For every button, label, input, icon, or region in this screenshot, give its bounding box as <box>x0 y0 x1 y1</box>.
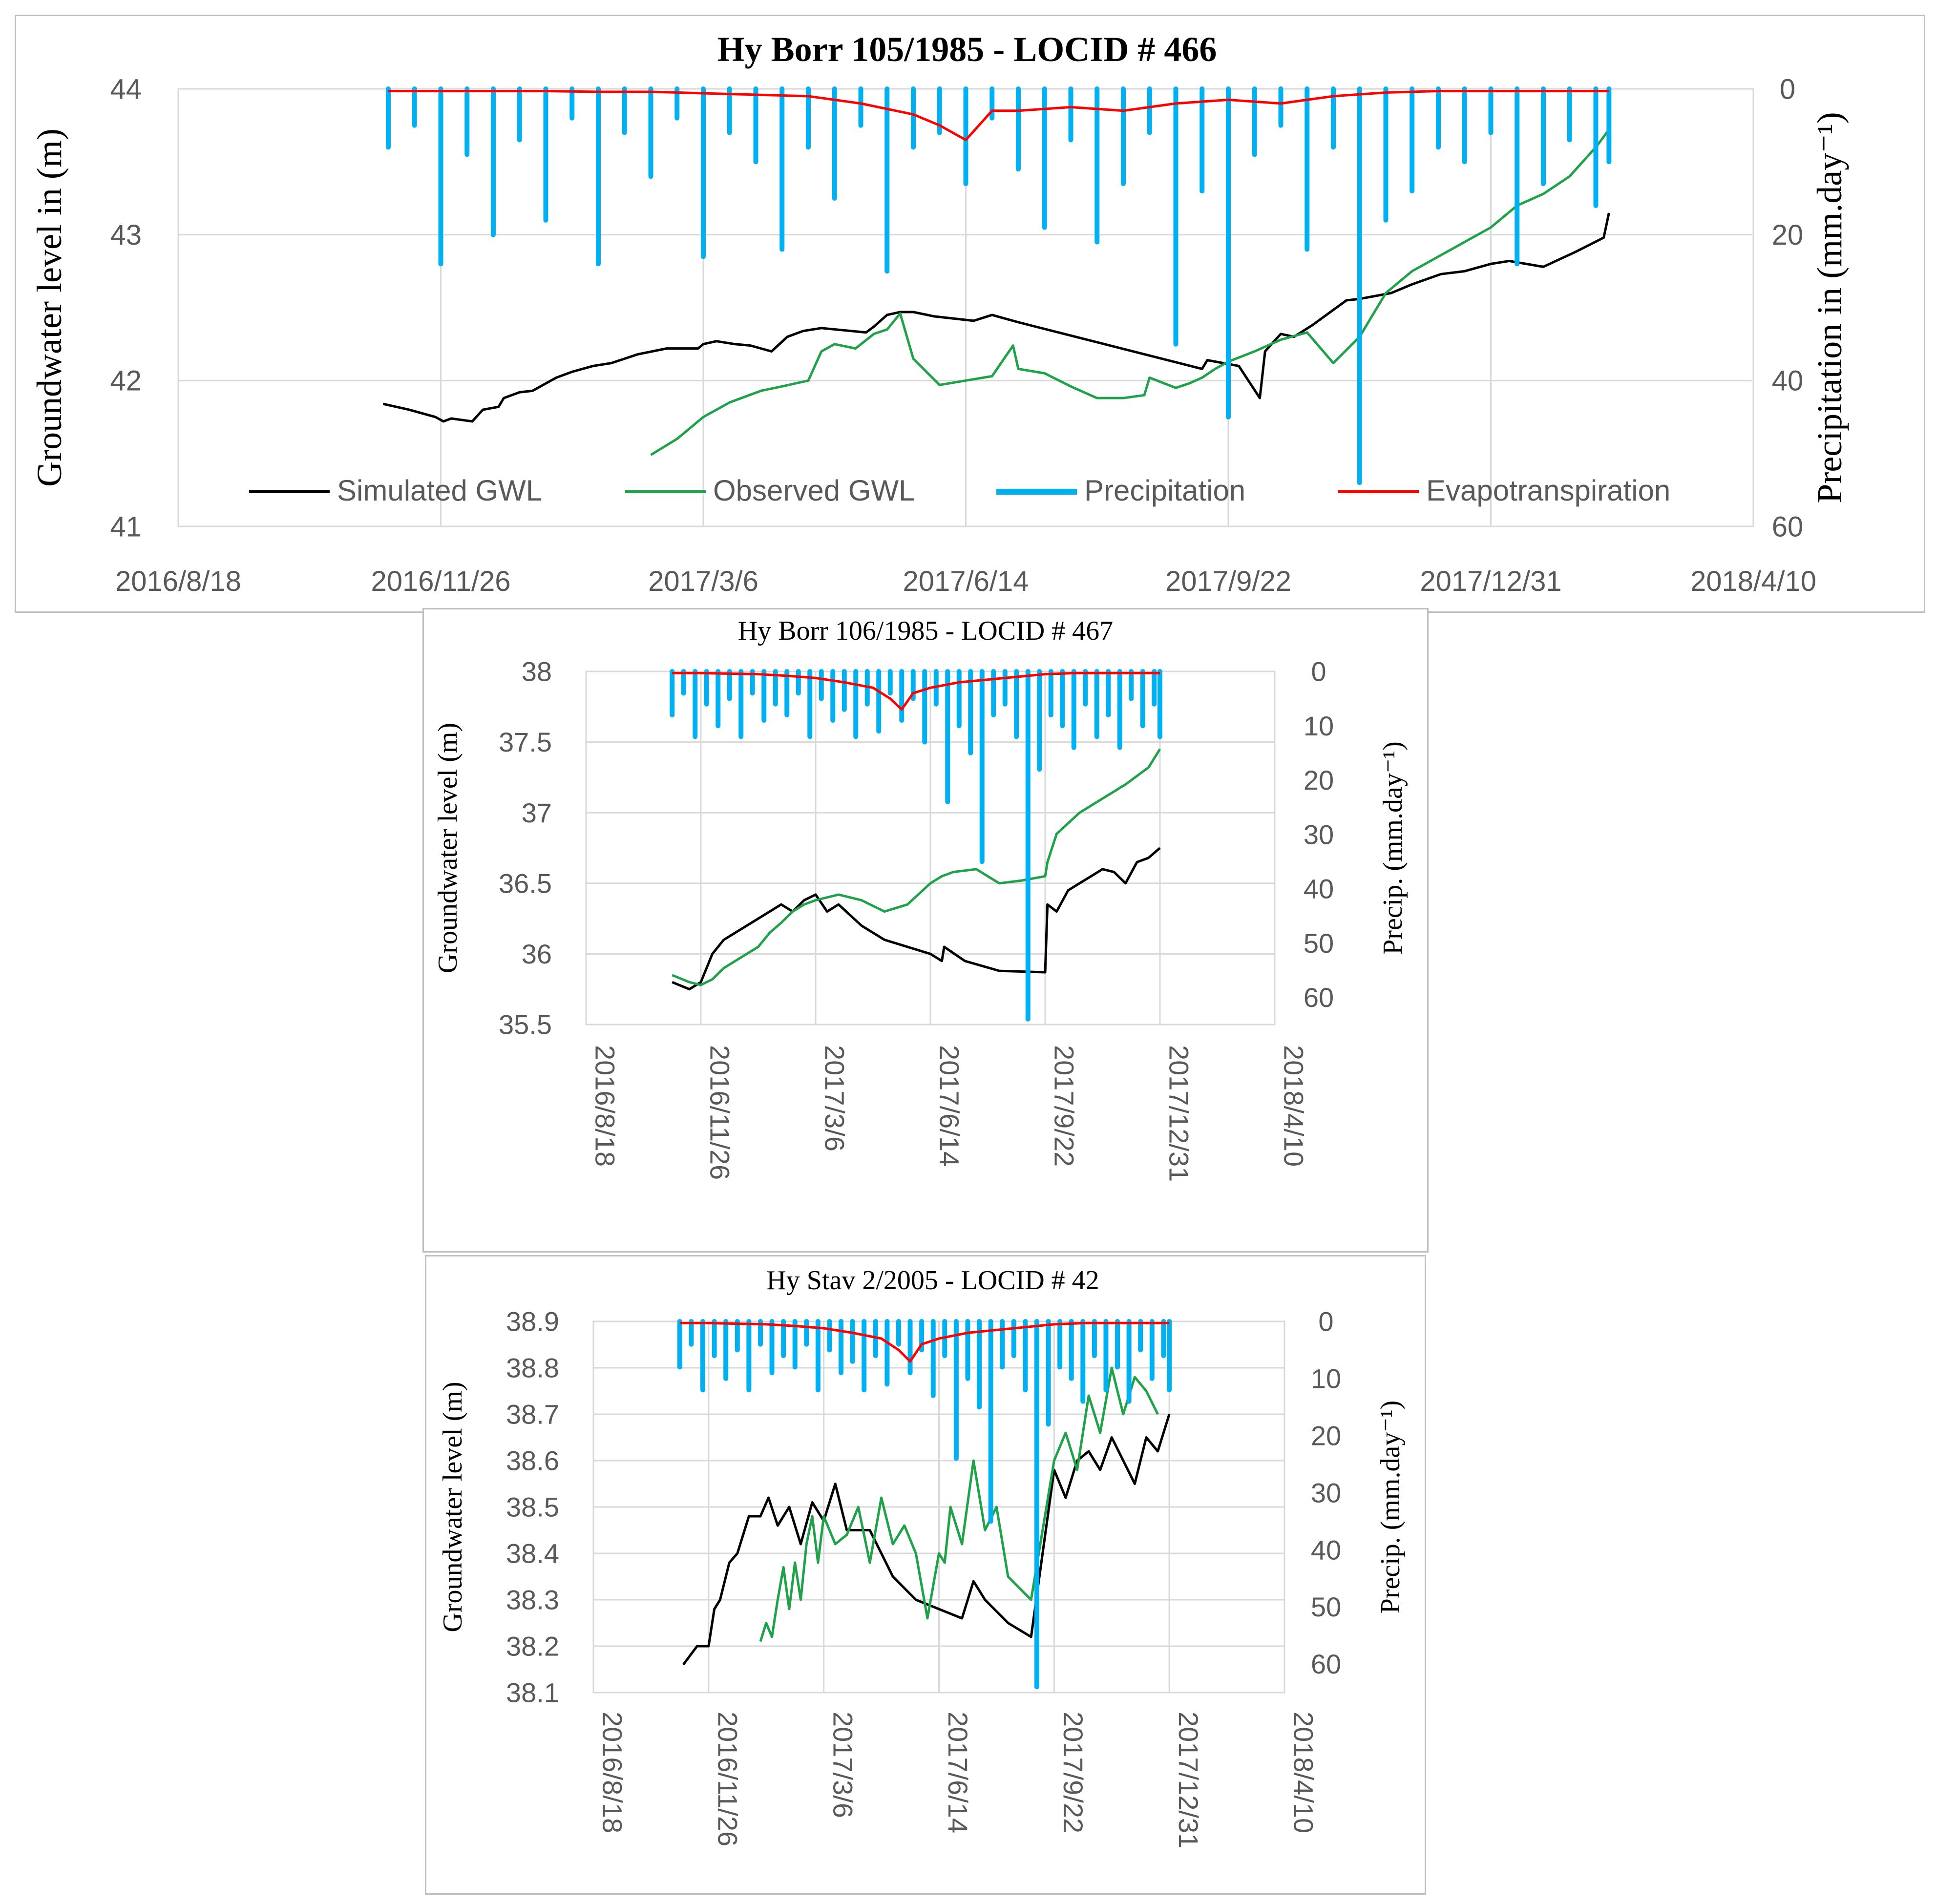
y2-tick-label: 0 <box>1780 73 1795 105</box>
y-tick-label: 35.5 <box>499 1009 552 1040</box>
y-axis-label: Groundwater level (m) <box>438 1381 468 1632</box>
y-tick-label: 42 <box>110 365 142 397</box>
y-tick-label: 41 <box>110 511 142 543</box>
observed-gwl-line <box>650 129 1610 456</box>
x-tick-label: 2016/8/18 <box>590 1045 621 1167</box>
chart-title: Hy Borr 106/1985 - LOCID # 467 <box>738 616 1113 646</box>
y2-tick-label: 40 <box>1772 365 1804 397</box>
y2-tick-label: 50 <box>1311 1591 1341 1622</box>
y-tick-label: 36 <box>522 939 552 969</box>
x-tick-label: 2016/8/18 <box>597 1712 628 1833</box>
y-tick-label: 38.1 <box>506 1677 559 1708</box>
y2-tick-label: 10 <box>1311 1363 1341 1394</box>
y2-axis-label: Precip. (mm.day⁻¹) <box>1378 741 1408 955</box>
y2-tick-label: 50 <box>1304 928 1334 959</box>
chart-panel-42 <box>425 1255 1426 1895</box>
y2-tick-label: 40 <box>1304 874 1334 904</box>
y2-axis-label: Precip. (mm.day⁻¹) <box>1375 1401 1406 1614</box>
observed-gwl-line <box>672 748 1161 986</box>
x-tick-label: 2017/6/14 <box>934 1045 965 1167</box>
chart-title: Hy Stav 2/2005 - LOCID # 42 <box>766 1265 1099 1296</box>
y2-tick-label: 40 <box>1311 1534 1341 1565</box>
x-tick-label: 2016/11/26 <box>705 1045 736 1180</box>
x-tick-label: 2017/3/6 <box>648 565 758 597</box>
y2-tick-label: 20 <box>1772 219 1804 251</box>
y2-tick-label: 20 <box>1311 1420 1341 1451</box>
y2-tick-label: 0 <box>1318 1306 1333 1337</box>
y2-tick-label: 60 <box>1311 1649 1341 1679</box>
y-tick-label: 36.5 <box>499 868 552 899</box>
y-axis-label: Groundwater level in (m) <box>30 128 69 487</box>
y2-tick-label: 10 <box>1304 711 1334 741</box>
x-tick-label: 2017/12/31 <box>1173 1712 1204 1848</box>
x-tick-label: 2018/4/10 <box>1690 565 1816 597</box>
legend-label: Observed GWL <box>713 474 915 507</box>
y-tick-label: 38.6 <box>506 1445 559 1476</box>
y-tick-label: 38.5 <box>506 1492 559 1523</box>
x-tick-label: 2016/11/26 <box>712 1712 743 1846</box>
y2-axis-label: Precipitation in (mm.day⁻¹) <box>1810 112 1849 503</box>
simulated-gwl-line <box>682 1414 1171 1666</box>
y2-tick-label: 30 <box>1311 1477 1341 1508</box>
x-tick-label: 2017/9/22 <box>1049 1045 1080 1167</box>
y-tick-label: 37.5 <box>499 727 552 757</box>
x-tick-label: 2017/12/31 <box>1164 1045 1195 1182</box>
x-tick-label: 2016/8/18 <box>115 565 241 597</box>
y-tick-label: 43 <box>110 219 142 251</box>
x-tick-label: 2018/4/10 <box>1288 1712 1319 1833</box>
y-tick-label: 38 <box>522 656 552 687</box>
x-tick-label: 2017/3/6 <box>820 1045 850 1151</box>
observed-gwl-line <box>759 1366 1159 1642</box>
y-tick-label: 38.9 <box>506 1306 559 1337</box>
y-tick-label: 38.4 <box>506 1538 559 1569</box>
evapotranspiration-line <box>672 671 1160 711</box>
x-tick-label: 2018/4/10 <box>1279 1045 1309 1167</box>
y-tick-label: 38.2 <box>506 1631 559 1662</box>
x-tick-label: 2016/11/26 <box>371 565 511 597</box>
simulated-gwl-line <box>672 847 1161 991</box>
y-tick-label: 38.8 <box>506 1353 559 1383</box>
chart-title: Hy Borr 105/1985 - LOCID # 466 <box>717 30 1217 69</box>
y2-tick-label: 0 <box>1311 656 1326 687</box>
evapotranspiration-line <box>679 1322 1170 1363</box>
plot-area <box>585 670 1276 1025</box>
evapotranspiration-line <box>388 89 1609 142</box>
y-axis-label: Groundwater level (m) <box>433 723 463 973</box>
x-tick-label: 2017/3/6 <box>827 1712 858 1818</box>
x-tick-label: 2017/6/14 <box>943 1712 973 1833</box>
plot-area <box>592 1320 1285 1694</box>
y2-tick-label: 30 <box>1304 819 1334 850</box>
legend-label: Simulated GWL <box>337 474 542 507</box>
x-tick-label: 2017/9/22 <box>1165 565 1291 597</box>
x-tick-label: 2017/12/31 <box>1420 565 1561 597</box>
x-tick-label: 2017/9/22 <box>1058 1712 1089 1833</box>
x-tick-label: 2017/6/14 <box>903 565 1029 597</box>
y2-tick-label: 20 <box>1304 765 1334 795</box>
y2-tick-label: 60 <box>1772 511 1804 543</box>
legend-label: Precipitation <box>1084 474 1245 507</box>
y-tick-label: 44 <box>110 73 142 105</box>
legend-label: Evapotranspiration <box>1426 474 1670 507</box>
y2-tick-label: 60 <box>1304 982 1334 1013</box>
y-tick-label: 37 <box>522 797 552 828</box>
y-tick-label: 38.3 <box>506 1585 559 1615</box>
y-tick-label: 38.7 <box>506 1399 559 1430</box>
